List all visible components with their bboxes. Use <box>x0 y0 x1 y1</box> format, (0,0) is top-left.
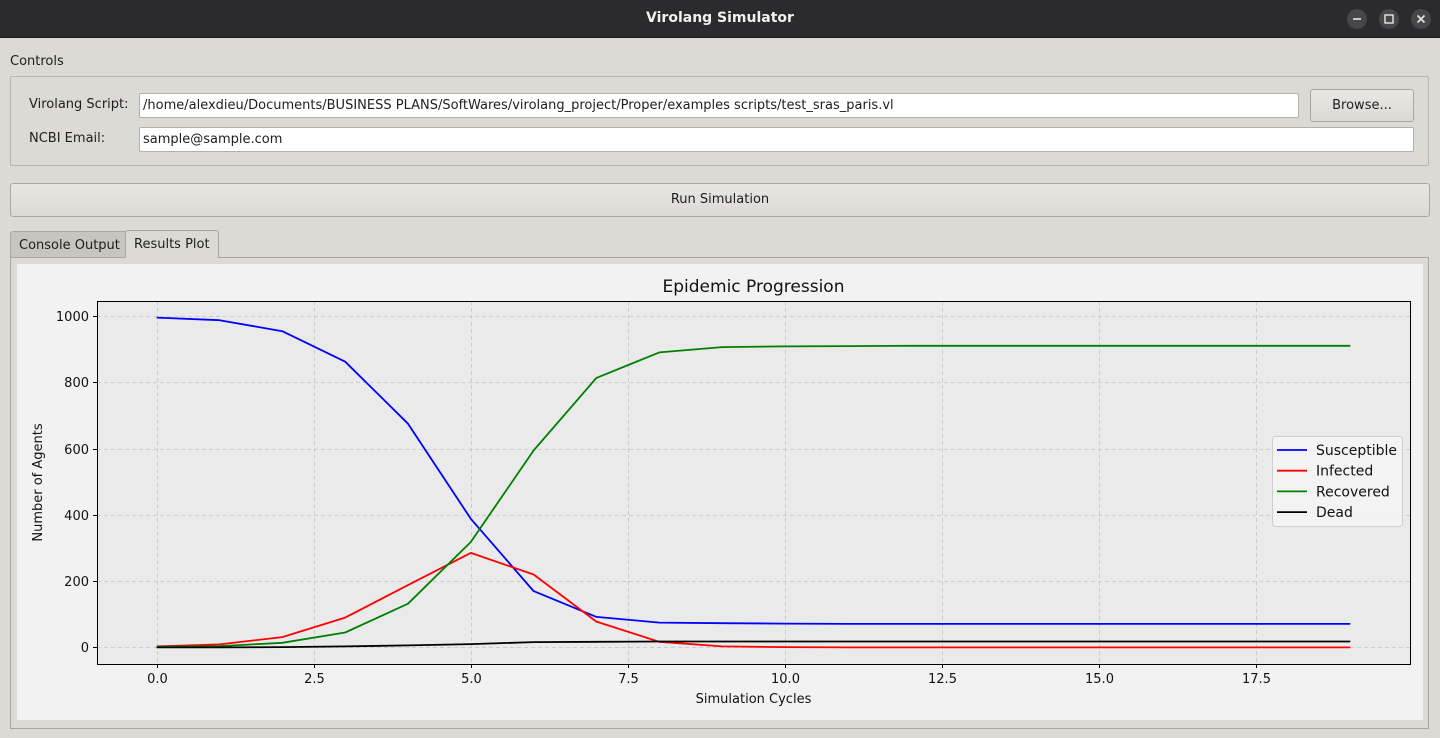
chart-legend: Susceptible Infected Recovered Dead <box>1272 436 1403 527</box>
y-tick-label: 600 <box>64 443 89 458</box>
y-tick-label: 400 <box>64 509 89 524</box>
series-line-recovered <box>156 344 1351 648</box>
y-axis-label: Number of Agents <box>31 423 46 541</box>
chart-lines <box>156 316 1351 649</box>
series-line-infected <box>156 551 1351 649</box>
window-title: Virolang Simulator <box>646 10 794 26</box>
controls-group-title: Controls <box>10 54 64 69</box>
minimize-icon[interactable] <box>1347 9 1367 29</box>
x-tick-label: 15.0 <box>1085 672 1114 687</box>
email-field[interactable]: sample@sample.com <box>139 127 1414 152</box>
email-label: NCBI Email: <box>29 131 106 146</box>
y-tick-label: 1000 <box>56 310 89 325</box>
run-simulation-button[interactable]: Run Simulation <box>10 183 1430 217</box>
y-tick-label: 200 <box>64 575 89 590</box>
plot-area <box>97 301 1410 664</box>
tab-results-plot[interactable]: Results Plot <box>125 230 219 258</box>
legend-label: Recovered <box>1316 484 1390 500</box>
x-tick-label: 17.5 <box>1242 672 1271 687</box>
script-label: Virolang Script: <box>29 97 129 112</box>
legend-label: Susceptible <box>1316 443 1397 459</box>
epidemic-chart: 0.0 2.5 5.0 7.5 10.0 12.5 15.0 17.5 0 200 400 600 80… <box>31 277 1411 707</box>
controls-groupbox <box>10 76 1429 166</box>
x-tick-label: 10.0 <box>771 672 800 687</box>
chart-title: Epidemic Progression <box>663 277 845 297</box>
series-line-dead <box>156 640 1351 649</box>
browse-button[interactable]: Browse... <box>1310 89 1414 122</box>
chart-ticks: 0.0 2.5 5.0 7.5 10.0 12.5 15.0 17.5 0 200 400 600 80… <box>56 310 1271 687</box>
x-tick-label: 0.0 <box>147 672 168 687</box>
x-axis-label: Simulation Cycles <box>696 692 812 707</box>
window-titlebar[interactable]: Virolang Simulator <box>0 0 1440 38</box>
y-tick-label: 800 <box>64 376 89 391</box>
maximize-icon[interactable] <box>1379 9 1399 29</box>
script-path-input[interactable]: /home/alexdieu/Documents/BUSINESS PLANS/… <box>139 93 1299 118</box>
x-tick-label: 12.5 <box>928 672 957 687</box>
tab-console-output[interactable]: Console Output <box>10 231 129 258</box>
y-tick-label: 0 <box>81 641 89 656</box>
plot-frame <box>97 301 1411 665</box>
legend-box <box>1272 436 1403 527</box>
x-tick-label: 5.0 <box>461 672 482 687</box>
close-icon[interactable] <box>1411 9 1431 29</box>
x-tick-label: 2.5 <box>304 672 325 687</box>
legend-label: Infected <box>1316 464 1373 480</box>
series-line-susceptible <box>156 316 1351 625</box>
x-tick-label: 7.5 <box>618 672 639 687</box>
legend-label: Dead <box>1316 505 1353 521</box>
